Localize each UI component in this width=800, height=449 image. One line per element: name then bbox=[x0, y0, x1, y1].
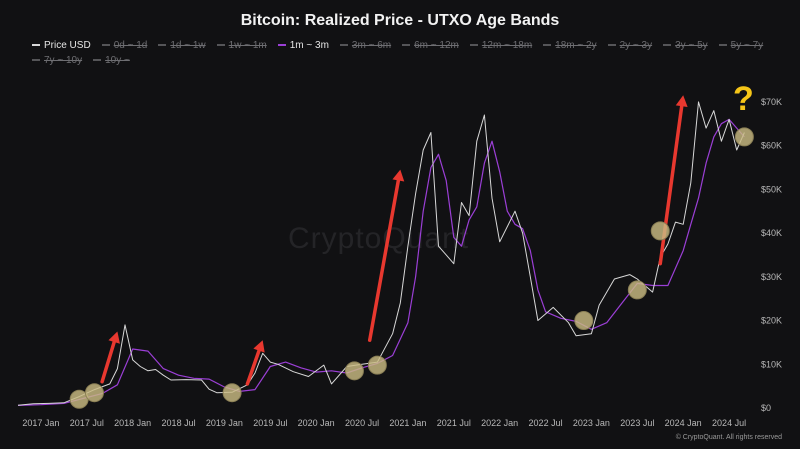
x-tick-label: 2017 Jan bbox=[22, 418, 59, 428]
highlight-circle bbox=[627, 280, 647, 300]
annotation-layer bbox=[69, 95, 754, 409]
x-tick-label: 2018 Jul bbox=[162, 418, 196, 428]
legend-swatch bbox=[718, 44, 727, 47]
legend-label: 6m ~ 12m bbox=[414, 40, 459, 51]
x-tick-label: 2024 Jul bbox=[712, 418, 746, 428]
legend-label: 1w ~ 1m bbox=[228, 40, 267, 51]
legend-item[interactable]: 2y ~ 3y bbox=[607, 38, 653, 53]
series-layer bbox=[17, 101, 745, 406]
legend-swatch bbox=[663, 44, 672, 47]
legend-swatch bbox=[32, 59, 40, 62]
x-tick-label: 2024 Jan bbox=[665, 418, 702, 428]
legend-swatch bbox=[216, 44, 225, 47]
legend-label: 3y ~ 5y bbox=[675, 40, 708, 51]
copyright-text: © CryptoQuant. All rights reserved bbox=[675, 434, 782, 441]
trend-arrow bbox=[245, 348, 261, 386]
legend-item[interactable]: 12m ~ 18m bbox=[469, 38, 533, 53]
highlight-circle bbox=[344, 361, 364, 381]
highlight-circle bbox=[650, 221, 670, 241]
legend-item[interactable]: 0d ~ 1d bbox=[101, 38, 148, 53]
x-tick-label: 2020 Jan bbox=[298, 418, 335, 428]
highlight-circle bbox=[222, 383, 242, 403]
legend-swatch bbox=[469, 44, 478, 47]
highlight-circle bbox=[367, 355, 387, 375]
legend-item[interactable]: 1m ~ 3m bbox=[277, 38, 329, 53]
y-tick-label: $70K bbox=[761, 97, 782, 107]
y-tick-label: $30K bbox=[761, 272, 782, 282]
y-tick-label: $10K bbox=[761, 359, 782, 369]
x-tick-label: 2022 Jul bbox=[529, 418, 563, 428]
x-tick-label: 2023 Jan bbox=[573, 418, 610, 428]
chart-title: Bitcoin: Realized Price - UTXO Age Bands bbox=[240, 12, 560, 29]
legend-swatch bbox=[101, 44, 110, 47]
y-tick-label: $40K bbox=[761, 228, 782, 238]
legend-swatch bbox=[339, 44, 348, 47]
y-tick-label: $20K bbox=[761, 316, 782, 326]
x-tick-label: 2020 Jul bbox=[345, 418, 379, 428]
chart-legend: Price USD 0d ~ 1d 1d ~ 1w 1w ~ 1m 1m ~ 3m 3m … bbox=[32, 38, 782, 68]
y-axis: $0 $10K $20K $30K $40K $50K $60K $70K bbox=[761, 97, 782, 413]
x-axis: 2017 Jan 2017 Jul 2018 Jan 2018 Jul 2019 Jan… bbox=[22, 418, 746, 428]
x-tick-label: 2019 Jan bbox=[206, 418, 243, 428]
x-tick-label: 2021 Jul bbox=[437, 418, 471, 428]
x-tick-label: 2022 Jan bbox=[481, 418, 518, 428]
x-tick-label: 2021 Jan bbox=[389, 418, 426, 428]
x-tick-label: 2019 Jul bbox=[253, 418, 287, 428]
highlight-circle bbox=[734, 127, 754, 147]
legend-label: 0d ~ 1d bbox=[113, 40, 148, 51]
legend-item[interactable]: 3y ~ 5y bbox=[663, 38, 708, 53]
legend-label: 1m ~ 3m bbox=[289, 40, 329, 51]
legend-item[interactable]: 1w ~ 1m bbox=[216, 38, 267, 53]
legend-item[interactable]: 5y ~ 7y bbox=[718, 38, 764, 53]
legend-label: 18m ~ 2y bbox=[555, 40, 597, 51]
legend-swatch bbox=[93, 59, 102, 62]
trend-arrow-head bbox=[253, 340, 265, 353]
legend-swatch bbox=[277, 44, 286, 47]
legend-label: 7y ~ 10y bbox=[44, 55, 83, 66]
highlight-circle bbox=[84, 383, 104, 403]
legend-label: 12m ~ 18m bbox=[481, 40, 533, 51]
trend-arrow-head bbox=[108, 331, 120, 344]
trend-arrow-head bbox=[392, 169, 405, 182]
legend-swatch bbox=[543, 44, 552, 47]
legend-label: 5y ~ 7y bbox=[730, 40, 764, 51]
x-tick-label: 2023 Jul bbox=[620, 418, 654, 428]
legend-swatch bbox=[402, 44, 411, 47]
highlight-circle bbox=[574, 311, 594, 331]
legend-swatch bbox=[607, 44, 616, 47]
series-line bbox=[17, 101, 745, 406]
series-line bbox=[17, 118, 745, 406]
legend-item[interactable]: 7y ~ 10y bbox=[32, 53, 82, 68]
legend-label: 10y ~ bbox=[105, 55, 130, 66]
trend-arrow bbox=[100, 340, 116, 384]
legend-item[interactable]: 6m ~ 12m bbox=[402, 38, 459, 53]
trend-arrow bbox=[658, 104, 684, 266]
trend-arrow bbox=[367, 178, 401, 342]
trend-arrow-head bbox=[675, 95, 688, 108]
legend-swatch bbox=[32, 44, 40, 47]
x-tick-label: 2018 Jan bbox=[114, 418, 151, 428]
legend-item[interactable]: 3m ~ 6m bbox=[339, 38, 392, 53]
y-tick-label: $0 bbox=[761, 403, 771, 413]
legend-label: Price USD bbox=[44, 40, 91, 51]
x-tick-label: 2017 Jul bbox=[70, 418, 104, 428]
legend-label: 2y ~ 3y bbox=[619, 40, 653, 51]
legend-item[interactable]: 18m ~ 2y bbox=[543, 38, 597, 53]
y-tick-label: $60K bbox=[761, 141, 782, 151]
legend-swatch bbox=[158, 44, 167, 47]
question-mark-annotation: ? bbox=[733, 80, 754, 118]
legend-item[interactable]: 1d ~ 1w bbox=[158, 38, 206, 53]
legend-label: 1d ~ 1w bbox=[170, 40, 206, 51]
legend-label: 3m ~ 6m bbox=[351, 40, 392, 51]
y-tick-label: $50K bbox=[761, 184, 782, 194]
legend-item[interactable]: Price USD bbox=[32, 38, 91, 53]
legend-item[interactable]: 10y ~ bbox=[93, 53, 130, 68]
